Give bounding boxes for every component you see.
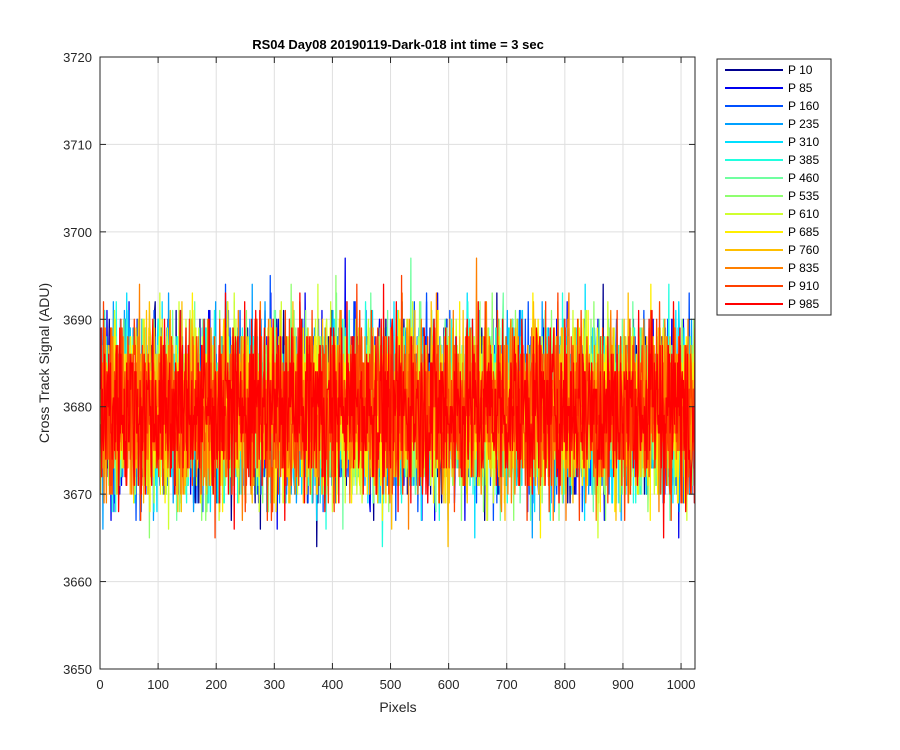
legend-label: P 235 [788, 117, 819, 131]
y-tick-label: 3720 [63, 50, 92, 65]
series-layer [100, 257, 695, 548]
y-axis-label: Cross Track Signal (ADU) [36, 283, 52, 443]
x-tick-label: 800 [554, 677, 576, 692]
y-tick-label: 3710 [63, 137, 92, 152]
y-tick-label: 3670 [63, 487, 92, 502]
ticks: 0 100 200 300 400 500 600 700 800 900 1000 3650 3660… [63, 50, 695, 692]
x-tick-label: 300 [263, 677, 285, 692]
legend-label: P 760 [788, 243, 819, 257]
legend-label: P 610 [788, 207, 819, 221]
legend-box [716, 58, 832, 316]
plot-frame [99, 56, 696, 670]
legend-label: P 310 [788, 135, 819, 149]
y-tick-label: 3660 [63, 575, 92, 590]
legend-label: P 985 [788, 297, 819, 311]
x-tick-label: 500 [380, 677, 402, 692]
legend-label: P 835 [788, 261, 819, 275]
chart-title: RS04 Day08 20190119-Dark-018 int time = … [252, 37, 544, 52]
series-line-p-985 [100, 283, 695, 539]
legend-label: P 910 [788, 279, 819, 293]
x-axis-label: Pixels [379, 699, 416, 715]
x-tick-label: 1000 [667, 677, 696, 692]
legend-label: P 85 [788, 81, 813, 95]
y-tick-label: 3650 [63, 662, 92, 677]
legend-label: P 385 [788, 153, 819, 167]
y-tick-label: 3680 [63, 400, 92, 415]
y-tick-label: 3700 [63, 225, 92, 240]
legend-label: P 535 [788, 189, 819, 203]
legend-label: P 160 [788, 99, 819, 113]
x-tick-label: 0 [96, 677, 103, 692]
x-tick-label: 700 [496, 677, 518, 692]
y-tick-label: 3690 [63, 312, 92, 327]
legend-label: P 10 [788, 63, 813, 77]
legend-label: P 460 [788, 171, 819, 185]
x-tick-label: 200 [205, 677, 227, 692]
x-tick-label: 900 [612, 677, 634, 692]
x-tick-label: 600 [438, 677, 460, 692]
legend: P 10 P 85 P 160 P 235 P 310 P 385 P 460 P 535 P … [716, 58, 832, 316]
legend-label: P 685 [788, 225, 819, 239]
x-tick-label: 400 [322, 677, 344, 692]
x-tick-label: 100 [147, 677, 169, 692]
